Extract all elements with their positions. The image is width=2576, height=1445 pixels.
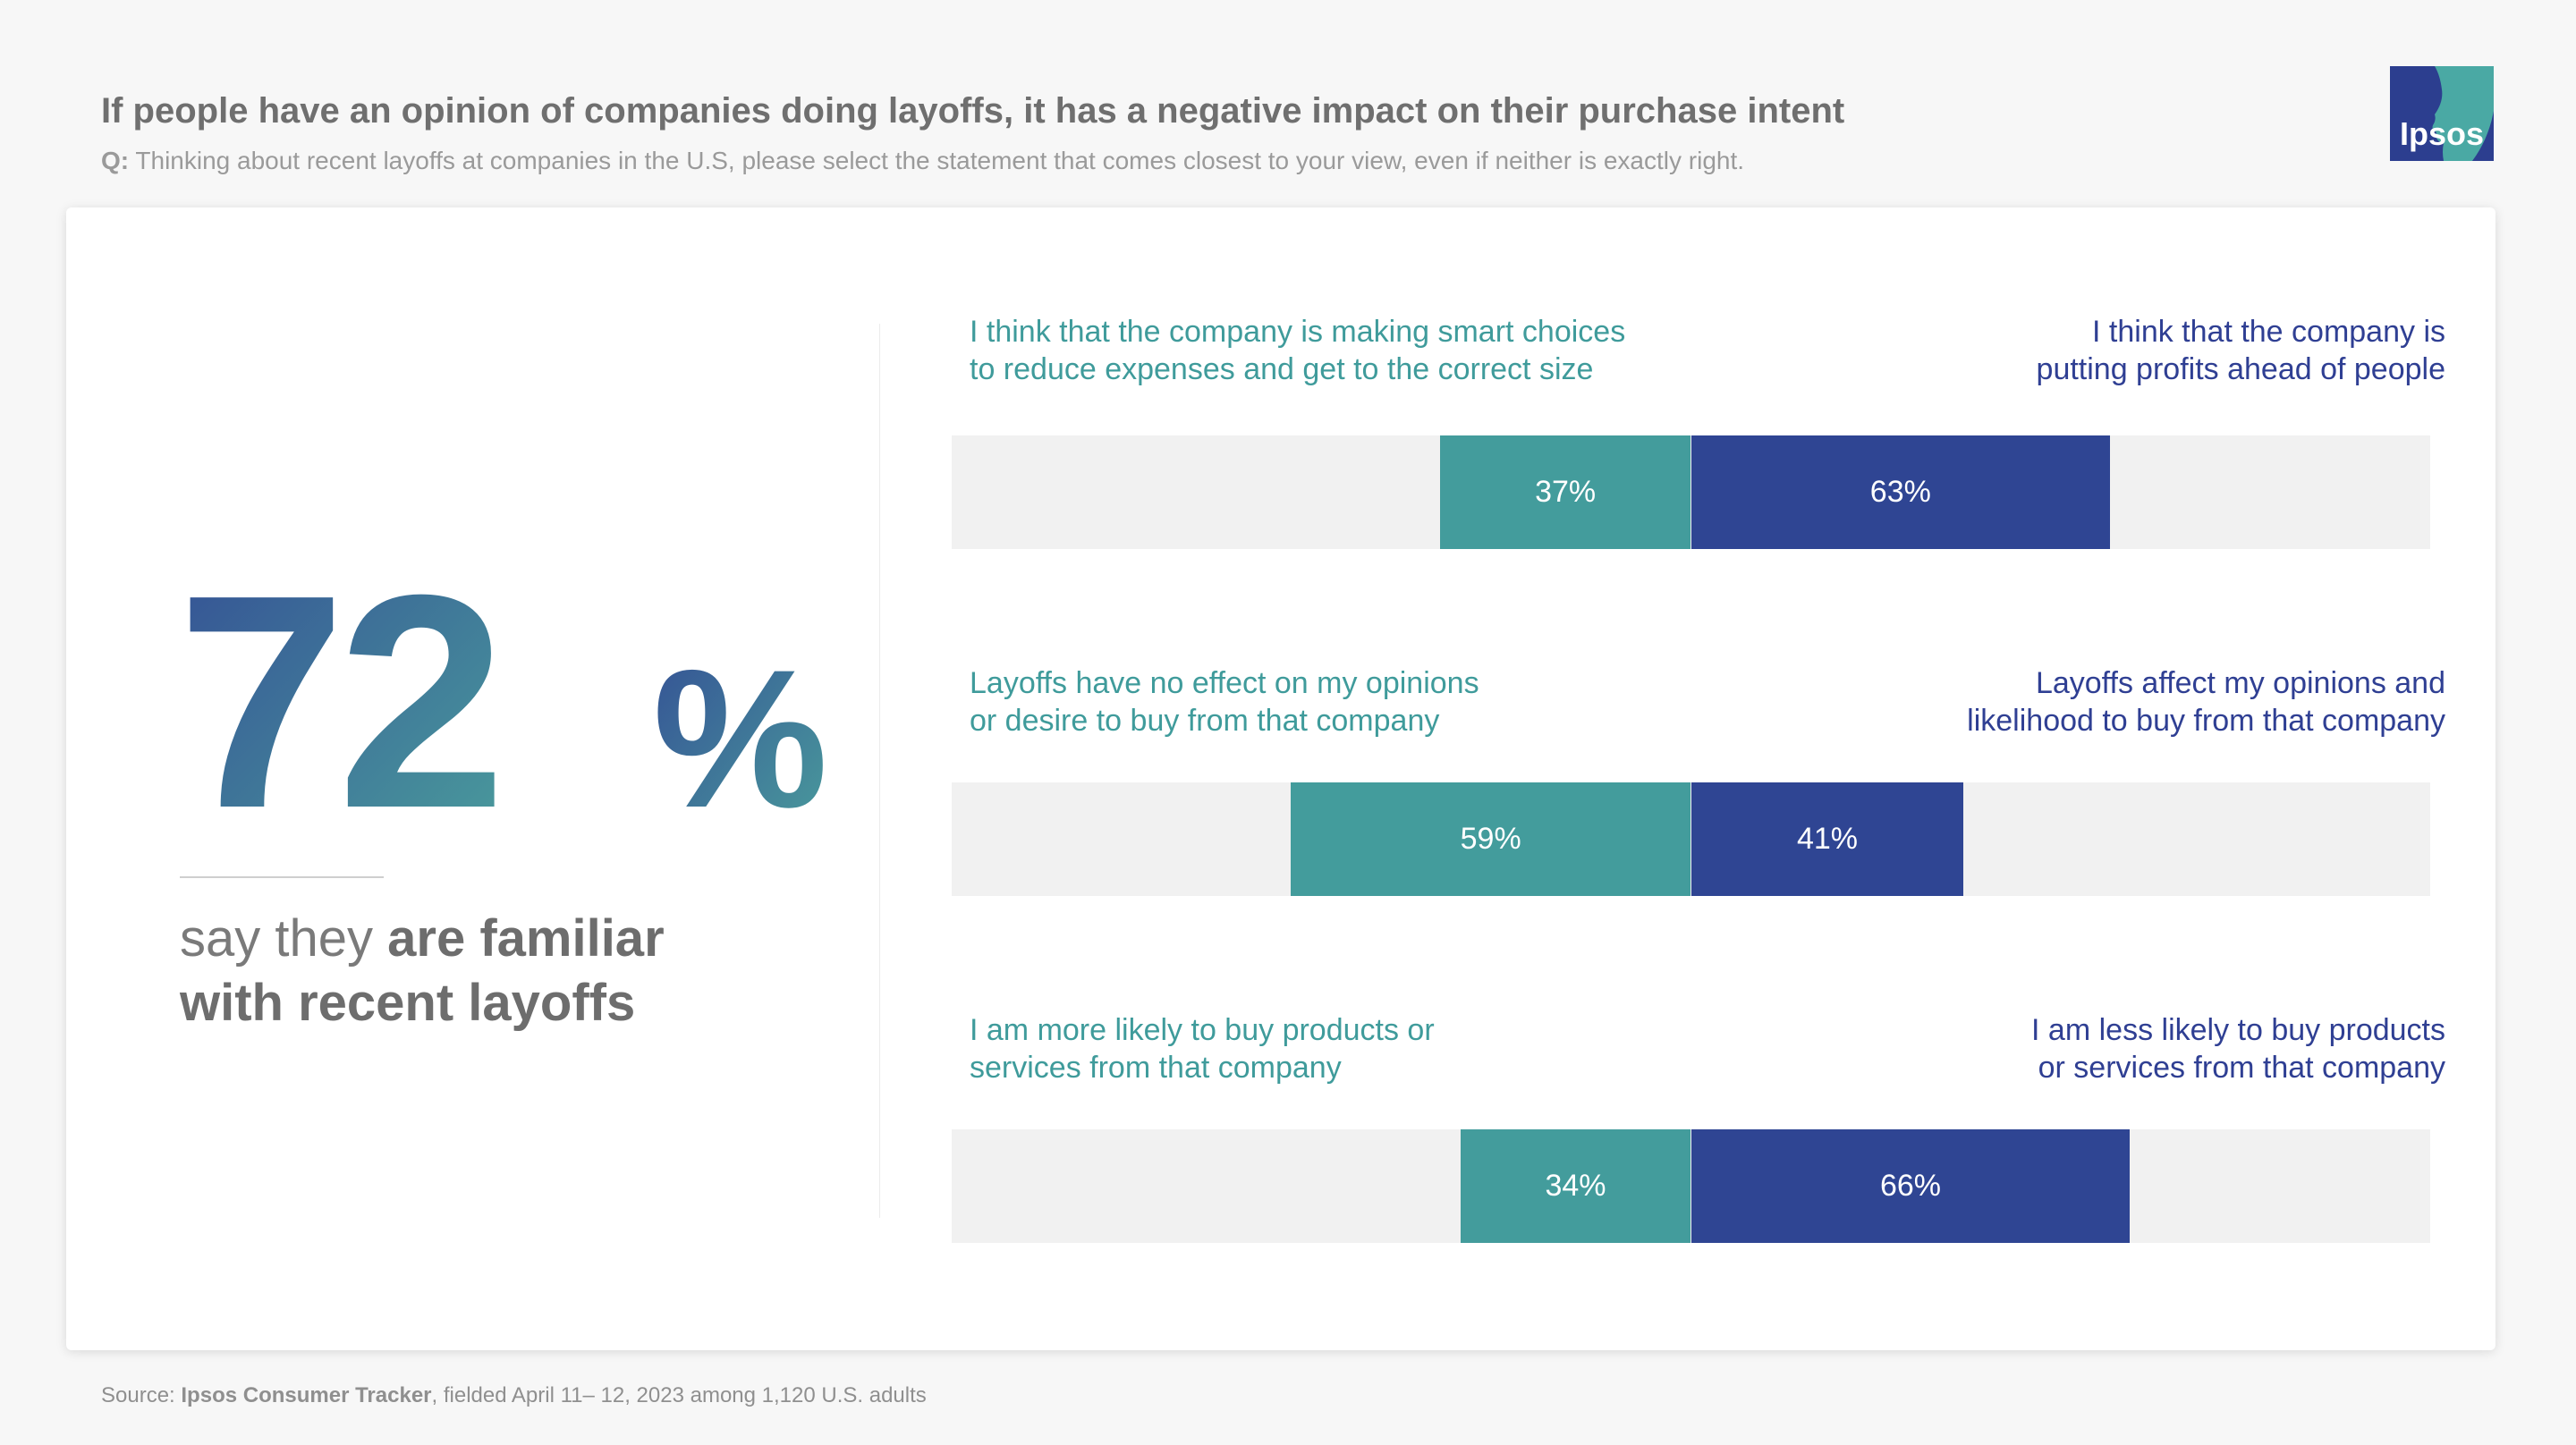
row-1-left-label: I think that the company is making smart…: [970, 313, 1792, 388]
stat-caption-plain: say they: [180, 909, 388, 968]
row-2-right-label-line: likelihood to buy from that company: [1967, 704, 2445, 738]
source-footnote: Source: Ipsos Consumer Tracker, fielded …: [101, 1383, 927, 1408]
stat-percent-sign: %: [653, 629, 828, 849]
row-3-left-label: I am more likely to buy products or serv…: [970, 1011, 1792, 1086]
row-2-right-bar: 41%: [1690, 782, 1964, 896]
source-detail: , fielded April 11– 12, 2023 among 1,120…: [431, 1383, 927, 1407]
row-3-right-label-line: or services from that company: [2038, 1051, 2445, 1085]
content-card: 72 % say they are familiar with recent la…: [66, 207, 2496, 1350]
ipsos-logo: Ipsos: [2390, 66, 2494, 161]
row-3-left-bar: 34%: [1460, 1129, 1691, 1243]
row-2-right-label-line: Layoffs affect my opinions and: [2035, 666, 2445, 700]
row-2-left-value: 59%: [1460, 822, 1521, 856]
stat-divider-rule: [180, 876, 384, 878]
row-1-left-bar: 37%: [1439, 435, 1691, 549]
row-3-right-label: I am less likely to buy products or serv…: [1658, 1011, 2445, 1086]
row-1-right-value: 63%: [1869, 475, 1931, 509]
row-1-right-label: I think that the company is putting prof…: [1658, 313, 2445, 388]
row-1-right-label-line: I think that the company is: [2092, 315, 2445, 349]
row-2-left-bar: 59%: [1290, 782, 1691, 896]
stat-number: 72: [177, 532, 499, 872]
row-3-left-value: 34%: [1545, 1169, 1606, 1203]
stat-caption: say they are familiar with recent layoffs: [180, 907, 752, 1035]
question-label: Q:: [101, 147, 130, 174]
row-3-left-label-line: services from that company: [970, 1051, 1342, 1085]
row-1-left-label-line: to reduce expenses and get to the correc…: [970, 352, 1594, 386]
row-1-right-bar: 63%: [1690, 435, 2111, 549]
row-1-left-label-line: I think that the company is making smart…: [970, 315, 1626, 349]
row-3-left-label-line: I am more likely to buy products or: [970, 1013, 1435, 1047]
row-2-bar-track: 59% 41%: [952, 782, 2430, 896]
stat-caption-bold-1: are familiar: [387, 909, 665, 968]
row-2-right-label: Layoffs affect my opinions and likelihoo…: [1658, 664, 2445, 739]
row-3-right-label-line: I am less likely to buy products: [2031, 1013, 2445, 1047]
row-2-left-label: Layoffs have no effect on my opinions or…: [970, 664, 1792, 739]
question-subtitle: Q: Thinking about recent layoffs at comp…: [101, 147, 1744, 175]
source-name: Ipsos Consumer Tracker: [181, 1383, 432, 1407]
row-2-left-label-line: Layoffs have no effect on my opinions: [970, 666, 1479, 700]
row-1-bar-track: 37% 63%: [952, 435, 2430, 549]
row-3-bar-track: 34% 66%: [952, 1129, 2430, 1243]
row-3-right-value: 66%: [1879, 1169, 1941, 1203]
row-1-right-label-line: putting profits ahead of people: [2036, 352, 2445, 386]
vertical-divider: [879, 324, 880, 1218]
row-1-left-value: 37%: [1535, 475, 1597, 509]
page-title: If people have an opinion of companies d…: [101, 91, 1845, 131]
row-3-right-bar: 66%: [1690, 1129, 2131, 1243]
logo-head-shape: [2432, 66, 2494, 161]
question-text: Thinking about recent layoffs at compani…: [135, 147, 1745, 174]
row-2-right-value: 41%: [1796, 822, 1859, 856]
logo-text: Ipsos: [2400, 115, 2484, 152]
stat-caption-bold-2: with recent layoffs: [180, 974, 636, 1032]
big-stat: 72 %: [177, 532, 866, 872]
row-2-left-label-line: or desire to buy from that company: [970, 704, 1440, 738]
source-label: Source:: [101, 1383, 182, 1407]
